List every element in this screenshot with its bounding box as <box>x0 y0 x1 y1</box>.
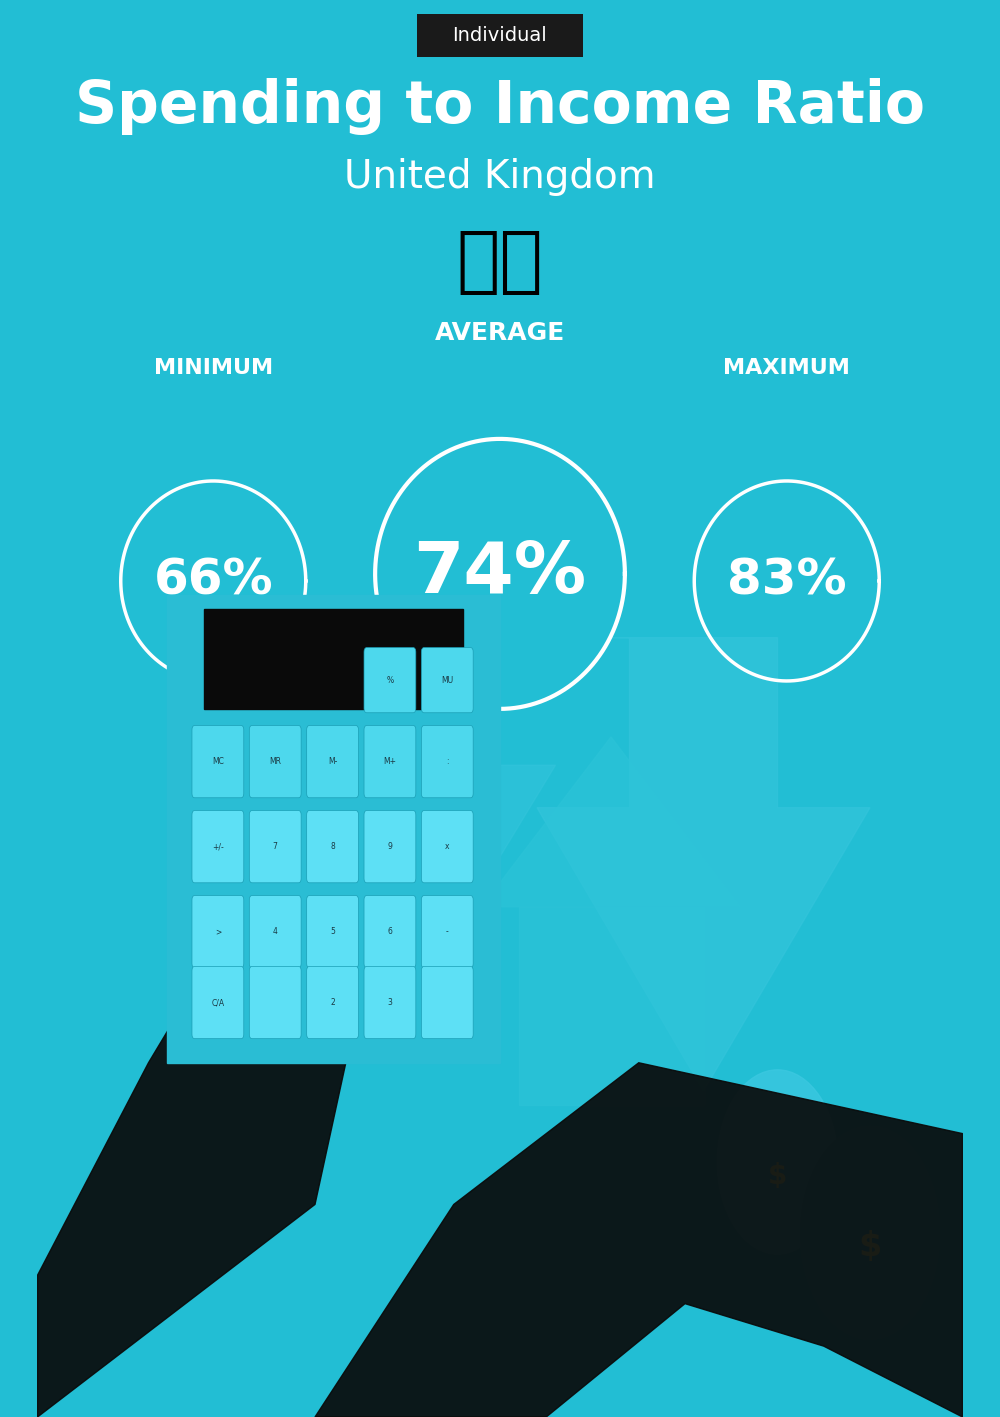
FancyBboxPatch shape <box>307 896 358 968</box>
Text: M-: M- <box>328 757 337 767</box>
FancyBboxPatch shape <box>421 966 473 1039</box>
Text: United Kingdom: United Kingdom <box>344 159 656 196</box>
Text: 4: 4 <box>273 927 278 937</box>
Text: 66%: 66% <box>153 557 273 605</box>
Circle shape <box>717 1070 838 1254</box>
Text: MINIMUM: MINIMUM <box>154 359 273 378</box>
FancyBboxPatch shape <box>417 14 583 57</box>
FancyBboxPatch shape <box>421 896 473 968</box>
FancyBboxPatch shape <box>249 726 301 798</box>
FancyBboxPatch shape <box>192 966 244 1039</box>
Text: MU: MU <box>441 676 453 684</box>
FancyBboxPatch shape <box>421 811 473 883</box>
Text: 8: 8 <box>330 842 335 852</box>
Text: AVERAGE: AVERAGE <box>435 322 565 344</box>
Text: 🇬🇧: 🇬🇧 <box>457 228 543 296</box>
FancyBboxPatch shape <box>421 648 473 713</box>
FancyBboxPatch shape <box>249 966 301 1039</box>
FancyBboxPatch shape <box>364 896 416 968</box>
Text: 7: 7 <box>273 842 278 852</box>
FancyBboxPatch shape <box>364 966 416 1039</box>
FancyBboxPatch shape <box>421 726 473 798</box>
Text: $: $ <box>858 1230 882 1264</box>
Polygon shape <box>315 1063 962 1417</box>
FancyBboxPatch shape <box>249 811 301 883</box>
Text: Spending to Income Ratio: Spending to Income Ratio <box>75 78 925 135</box>
Text: %: % <box>386 676 393 684</box>
Text: 6: 6 <box>387 927 392 937</box>
Circle shape <box>801 1127 939 1339</box>
Text: C/A: C/A <box>211 998 224 1007</box>
Text: x: x <box>445 842 450 852</box>
Text: 3: 3 <box>387 998 392 1007</box>
FancyBboxPatch shape <box>364 726 416 798</box>
Text: 2: 2 <box>330 998 335 1007</box>
Text: 9: 9 <box>387 842 392 852</box>
Text: M+: M+ <box>383 757 396 767</box>
Polygon shape <box>537 638 870 1091</box>
Polygon shape <box>204 609 463 708</box>
FancyBboxPatch shape <box>307 811 358 883</box>
Text: Individual: Individual <box>453 26 547 45</box>
FancyBboxPatch shape <box>364 648 416 713</box>
FancyBboxPatch shape <box>192 896 244 968</box>
Polygon shape <box>37 708 408 1417</box>
Text: $: $ <box>768 1162 787 1190</box>
FancyBboxPatch shape <box>249 896 301 968</box>
Text: MR: MR <box>269 757 281 767</box>
Polygon shape <box>167 595 500 1063</box>
FancyBboxPatch shape <box>192 726 244 798</box>
Polygon shape <box>518 907 704 1105</box>
Polygon shape <box>482 737 740 907</box>
FancyBboxPatch shape <box>364 811 416 883</box>
Text: :: : <box>446 757 449 767</box>
Text: +/-: +/- <box>212 842 224 852</box>
Text: -: - <box>446 927 449 937</box>
Text: MAXIMUM: MAXIMUM <box>723 359 850 378</box>
FancyBboxPatch shape <box>192 811 244 883</box>
Text: >: > <box>215 927 221 937</box>
Text: 83%: 83% <box>727 557 847 605</box>
FancyBboxPatch shape <box>307 726 358 798</box>
Text: 5: 5 <box>330 927 335 937</box>
FancyBboxPatch shape <box>307 966 358 1039</box>
Text: 74%: 74% <box>413 540 587 608</box>
Polygon shape <box>315 638 556 964</box>
Text: MC: MC <box>212 757 224 767</box>
